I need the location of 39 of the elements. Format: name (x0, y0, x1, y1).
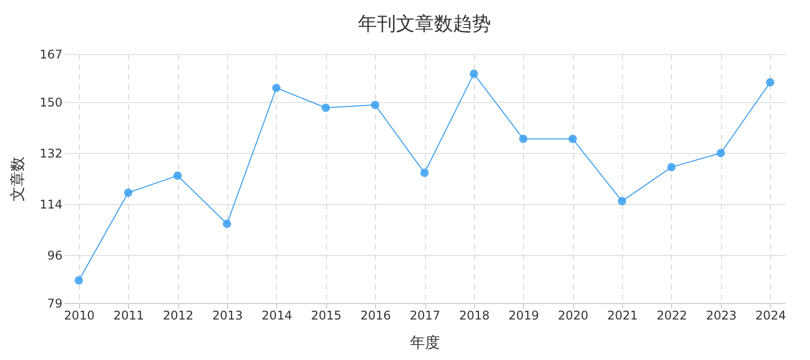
point (74, 276, 83, 285)
point (370, 100, 380, 110)
point (568, 134, 577, 144)
point (222, 220, 232, 228)
x-tick-label: 2020 (558, 308, 588, 322)
y-axis-title: 文章数 (8, 156, 27, 202)
x-tick-label: 2022 (656, 308, 688, 322)
x-axis-title: 年度 (410, 334, 440, 352)
point (618, 196, 626, 206)
y-tick-label: 79 (47, 296, 62, 310)
x-tick-label: 2016 (360, 308, 391, 322)
point (766, 78, 774, 86)
point (716, 148, 725, 158)
y-tick-label: 114 (40, 197, 62, 212)
point (667, 163, 676, 172)
x-tick-label: 2014 (262, 308, 292, 322)
x-tick-label: 2015 (310, 308, 342, 322)
x-tick-label: 2013 (212, 308, 243, 322)
y-tick-label: 132 (40, 146, 62, 161)
x-tick-label: 2011 (113, 308, 144, 322)
point (124, 188, 132, 197)
x-tick-label: 2012 (162, 308, 194, 322)
x-tick-label: 2019 (508, 308, 540, 322)
point (519, 134, 528, 144)
x-tick-label: 2024 (755, 308, 786, 322)
x-tick-label: 2023 (706, 308, 737, 322)
y-tick-label: 167 (40, 48, 62, 62)
chart-title: 年刊文章数趋势 (358, 13, 491, 35)
x-tick-label: 2017 (410, 308, 440, 322)
point (173, 171, 182, 180)
x-tick-label: 2021 (607, 308, 638, 322)
point (272, 84, 281, 92)
point (470, 70, 478, 78)
y-tick-label: 96 (47, 248, 62, 262)
x-tick-label: 2018 (459, 308, 490, 322)
point (420, 168, 429, 178)
point (322, 104, 330, 112)
y-tick-label: 150 (40, 96, 62, 110)
x-tick-label: 2010 (64, 308, 95, 322)
